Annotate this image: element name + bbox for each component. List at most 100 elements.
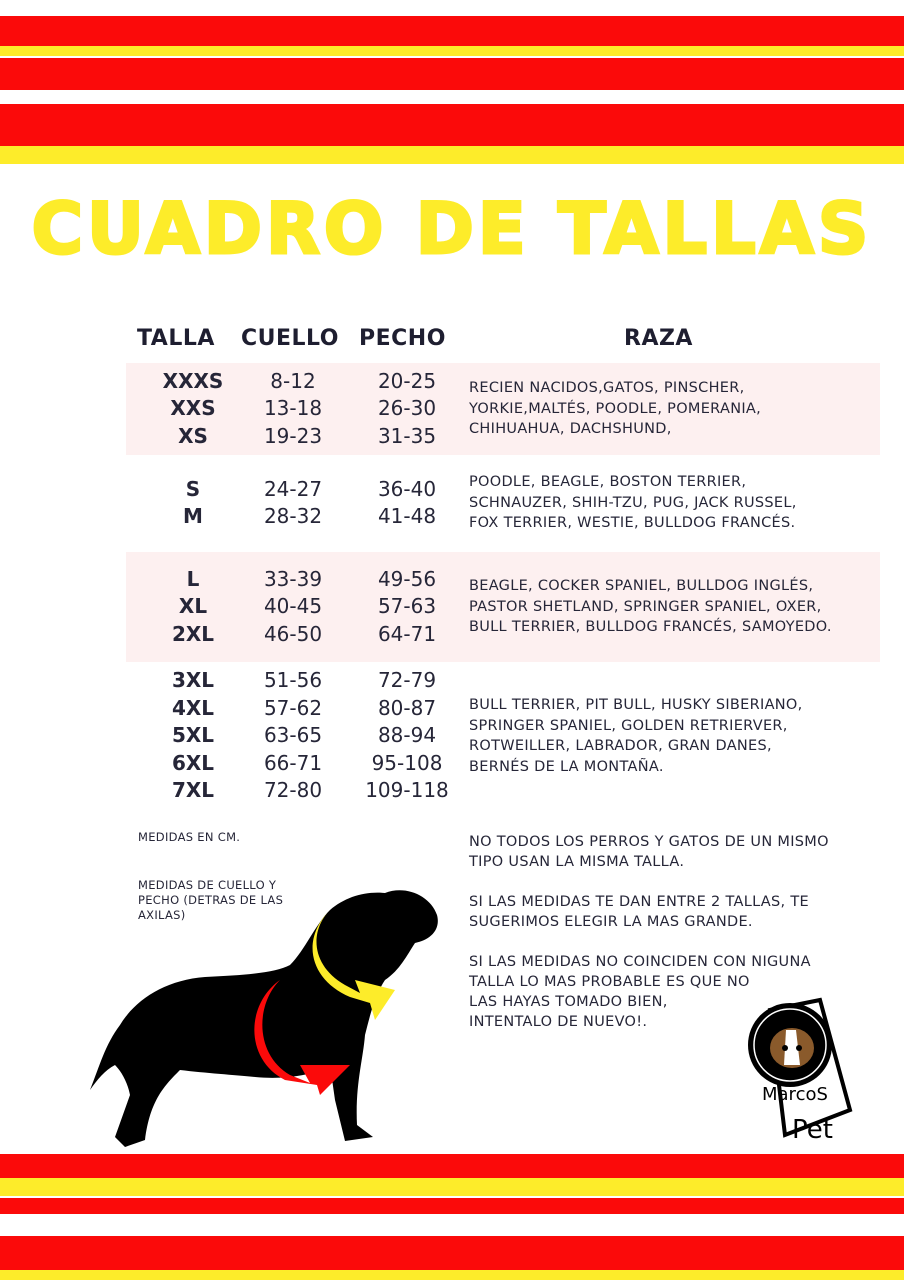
- raza-line: RECIEN NACIDOS,GATOS, PINSCHER,: [469, 380, 745, 397]
- stripe-bottom-4: [0, 1236, 904, 1270]
- talla-cell: 6XL: [171, 750, 215, 775]
- raza-column: BULL TERRIER, PIT BULL, HUSKY SIBERIANO,…: [469, 665, 899, 807]
- raza-line: BERNÉS DE LA MONTAÑA.: [469, 758, 664, 775]
- pecho-column: 20-25 26-30 31-35: [358, 363, 456, 455]
- raza-line: YORKIE,MALTÉS, POODLE, POMERANIA,: [469, 400, 762, 417]
- page-title: CUADRO DE TALLAS: [30, 187, 873, 272]
- pecho-cell: 57-63: [377, 594, 437, 619]
- size-group: XXXS XXS XS 8-12 13-18 19-23 20-25 26-30 31-35 RE…: [126, 363, 880, 455]
- pecho-cell: 49-56: [377, 566, 437, 591]
- chest-arrow-icon: [254, 980, 350, 1095]
- neck-arrow-icon: [312, 910, 395, 1020]
- size-group: 3XL 4XL 5XL 6XL 7XL 51-56 57-62 63-65 66-71 72-80…: [126, 665, 880, 807]
- talla-cell: XXXS: [162, 368, 224, 393]
- units-note: MEDIDAS EN CM.: [138, 830, 241, 844]
- raza-line: ROTWEILLER, LABRADOR, GRAN DANES,: [469, 738, 772, 754]
- stripe-bottom-3: [0, 1198, 904, 1214]
- talla-cell: 4XL: [171, 695, 215, 720]
- raza-column: RECIEN NACIDOS,GATOS, PINSCHER, YORKIE,MA…: [469, 363, 899, 455]
- raza-line: BULL TERRIER, PIT BULL, HUSKY SIBERIANO,: [469, 697, 803, 713]
- stripe-top-5: [0, 146, 904, 164]
- raza-line: BEAGLE, COCKER SPANIEL, BULLDOG INGLÉS,: [469, 578, 814, 595]
- talla-cell: 5XL: [171, 723, 215, 748]
- stripe-top-1: [0, 16, 904, 46]
- raza-line: FOX TERRIER, WESTIE, BULLDOG FRANCÉS.: [469, 515, 796, 532]
- cuello-column: 8-12 13-18 19-23: [250, 363, 336, 455]
- raza-line: SPRINGER SPANIEL, GOLDEN RETRIERVER,: [469, 717, 788, 734]
- pecho-cell: 80-87: [377, 695, 437, 720]
- talla-cell: XS: [178, 423, 208, 448]
- marcos-pet-logo: MarcoS Pet: [748, 997, 853, 1145]
- pecho-cell: 88-94: [377, 723, 437, 748]
- raza-line: SCHNAUZER, SHIH-TZU, PUG, JACK RUSSEL,: [469, 494, 797, 511]
- stripe-bottom-5: [0, 1270, 904, 1280]
- cuello-cell: 13-18: [263, 396, 323, 421]
- cuello-cell: 40-45: [263, 594, 323, 619]
- cuello-cell: 66-71: [263, 750, 323, 775]
- cuello-cell: 46-50: [263, 621, 323, 646]
- raza-line: BULL TERRIER, BULLDOG FRANCÉS, SAMOYEDO.: [469, 619, 832, 636]
- header-raza: RAZA: [624, 326, 693, 351]
- tip: SI LAS MEDIDAS TE DAN ENTRE 2 TALLAS, TE…: [469, 894, 809, 930]
- cuello-column: 24-27 28-32: [250, 460, 336, 546]
- header-pecho: PECHO: [359, 326, 446, 351]
- pecho-column: 36-40 41-48: [358, 460, 456, 546]
- stripe-top-4: [0, 104, 904, 146]
- pecho-cell: 109-118: [365, 778, 449, 803]
- tallas-column: XXXS XXS XS: [136, 363, 250, 455]
- measure-note-line: MEDIDAS DE CUELLO Y: [138, 878, 277, 892]
- raza-column: BEAGLE, COCKER SPANIEL, BULLDOG INGLÉS, P…: [469, 552, 899, 662]
- tip: SI LAS MEDIDAS NO COINCIDEN CON NIGUNA TA…: [469, 954, 811, 1030]
- pecho-column: 72-79 80-87 88-94 95-108 109-118: [358, 665, 456, 807]
- cuello-cell: 72-80: [263, 778, 323, 803]
- talla-cell: 3XL: [171, 668, 215, 693]
- talla-cell: S: [185, 476, 201, 501]
- cuello-cell: 51-56: [263, 668, 323, 693]
- pecho-cell: 36-40: [377, 476, 437, 501]
- tallas-column: L XL 2XL: [136, 552, 250, 662]
- size-group: S M 24-27 28-32 36-40 41-48 POODLE, BEAGLE, BO…: [126, 460, 880, 546]
- cuello-cell: 8-12: [270, 368, 316, 393]
- pecho-cell: 95-108: [371, 750, 443, 775]
- raza-line: CHIHUAHUA, DACHSHUND,: [469, 421, 672, 438]
- talla-cell: M: [183, 504, 203, 528]
- tips: NO TODOS LOS PERROS Y GATOS DE UN MISMO T…: [469, 832, 889, 1052]
- talla-cell: 7XL: [171, 778, 215, 803]
- talla-cell: XXS: [170, 396, 216, 421]
- stripe-bottom-2: [0, 1178, 904, 1196]
- header-cuello: CUELLO: [241, 326, 339, 351]
- pecho-cell: 64-71: [377, 621, 437, 646]
- stripe-top-3: [0, 58, 904, 90]
- raza-line: PASTOR SHETLAND, SPRINGER SPANIEL, OXER,: [469, 598, 822, 615]
- cuello-cell: 19-23: [263, 423, 323, 448]
- tip: NO TODOS LOS PERROS Y GATOS DE UN MISMO T…: [469, 834, 829, 870]
- talla-cell: L: [186, 566, 200, 591]
- pecho-cell: 41-48: [377, 504, 437, 528]
- dog-silhouette: [90, 890, 438, 1147]
- cuello-cell: 33-39: [263, 566, 323, 591]
- pecho-cell: 31-35: [377, 423, 437, 448]
- measure-note-line: PECHO (DETRAS DE LAS: [138, 893, 284, 907]
- raza-line: POODLE, BEAGLE, BOSTON TERRIER,: [469, 474, 747, 491]
- cuello-column: 33-39 40-45 46-50: [250, 552, 336, 662]
- stripe-bottom-1: [0, 1154, 904, 1178]
- pecho-cell: 72-79: [377, 668, 437, 693]
- header-talla: TALLA: [137, 326, 215, 351]
- pecho-column: 49-56 57-63 64-71: [358, 552, 456, 662]
- logo-text-marcos: MarcoS: [762, 1084, 828, 1105]
- logo-text-pet: Pet: [792, 1115, 833, 1145]
- raza-column: POODLE, BEAGLE, BOSTON TERRIER, SCHNAUZER…: [469, 460, 899, 546]
- pecho-cell: 26-30: [377, 396, 437, 421]
- dog-measurement-illustration: [90, 890, 438, 1147]
- cuello-column: 51-56 57-62 63-65 66-71 72-80: [250, 665, 336, 807]
- stripe-top-2: [0, 46, 904, 56]
- measure-note-line: AXILAS): [138, 908, 186, 922]
- cuello-cell: 63-65: [263, 723, 323, 748]
- size-group: L XL 2XL 33-39 40-45 46-50 49-56 57-63 64-71 BEAG…: [126, 552, 880, 662]
- measure-note: MEDIDAS DE CUELLO Y PECHO (DETRAS DE LAS…: [138, 878, 283, 923]
- talla-cell: XL: [178, 594, 208, 619]
- tallas-column: 3XL 4XL 5XL 6XL 7XL: [136, 665, 250, 807]
- cuello-cell: 24-27: [263, 476, 323, 501]
- pecho-cell: 20-25: [377, 368, 437, 393]
